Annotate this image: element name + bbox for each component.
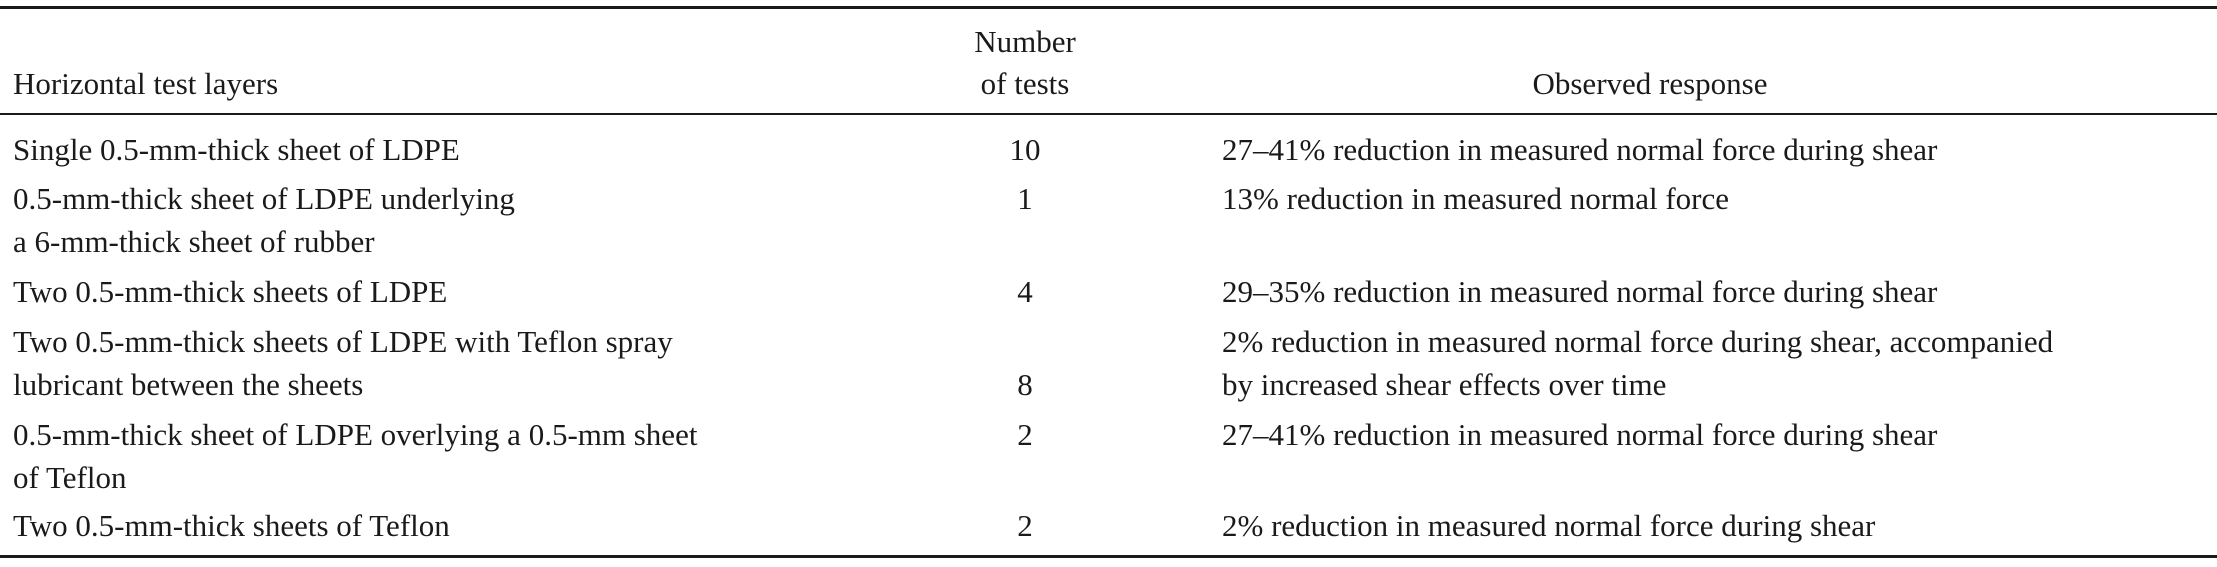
row-layers-text-continued: of Teflon — [13, 460, 127, 495]
row-number-of-tests: 1 — [1017, 181, 1033, 216]
row-layers-text: Two 0.5-mm-thick sheets of LDPE with Tef… — [13, 324, 673, 359]
header-horizontal-test-layers: Horizontal test layers — [13, 66, 279, 101]
row-layers-text: Two 0.5-mm-thick sheets of LDPE — [13, 274, 448, 309]
row-number-of-tests: 8 — [1017, 367, 1033, 402]
row-observed-response-continued: by increased shear effects over time — [1222, 367, 1667, 402]
header-observed-response: Observed response — [1532, 66, 1768, 101]
row-layers-text: 0.5-mm-thick sheet of LDPE overlying a 0… — [13, 417, 698, 452]
row-number-of-tests: 4 — [1017, 274, 1033, 309]
table-top-rule — [0, 6, 2217, 9]
row-observed-response: 29–35% reduction in measured normal forc… — [1222, 274, 1938, 309]
row-observed-response: 2% reduction in measured normal force du… — [1222, 508, 1876, 543]
row-layers-text: 0.5-mm-thick sheet of LDPE underlying — [13, 181, 515, 216]
table-bottom-rule — [0, 555, 2217, 558]
row-layers-text: Single 0.5-mm-thick sheet of LDPE — [13, 132, 460, 167]
row-layers-text: Two 0.5-mm-thick sheets of Teflon — [13, 508, 450, 543]
header-number-of-tests-line2: of tests — [980, 66, 1070, 101]
row-layers-text-continued: a 6-mm-thick sheet of rubber — [13, 224, 375, 259]
row-observed-response: 2% reduction in measured normal force du… — [1222, 324, 2054, 359]
row-observed-response: 27–41% reduction in measured normal forc… — [1222, 417, 1938, 452]
row-observed-response: 13% reduction in measured normal force — [1222, 181, 1730, 216]
row-number-of-tests: 2 — [1017, 508, 1033, 543]
row-number-of-tests: 2 — [1017, 417, 1033, 452]
header-number-of-tests-line1: Number — [974, 24, 1076, 59]
row-layers-text-continued: lubricant between the sheets — [13, 367, 364, 402]
row-number-of-tests: 10 — [1009, 132, 1041, 167]
row-observed-response: 27–41% reduction in measured normal forc… — [1222, 132, 1938, 167]
table-header-rule — [0, 113, 2217, 115]
